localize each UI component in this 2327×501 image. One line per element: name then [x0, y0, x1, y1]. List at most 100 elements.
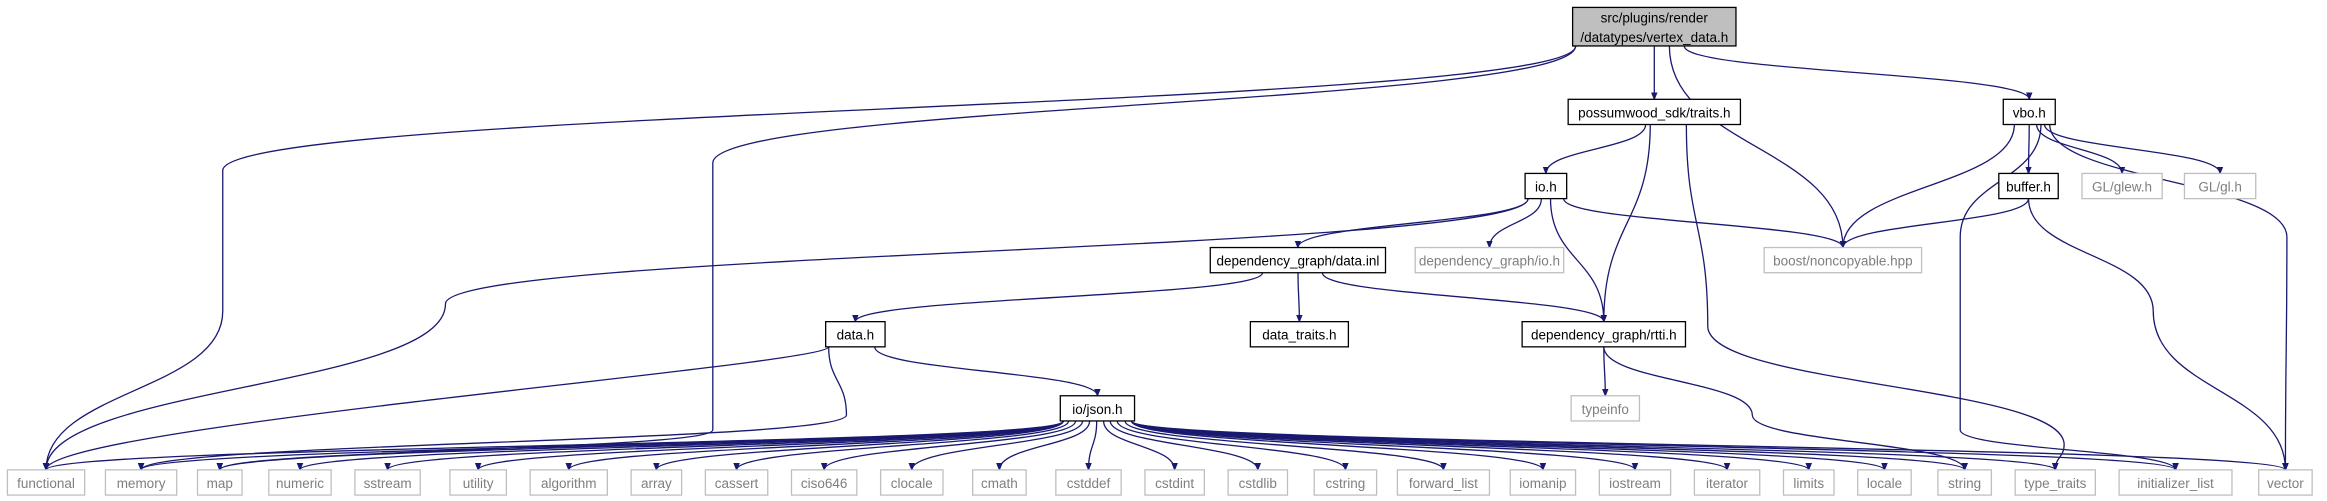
- node-box[interactable]: [1521, 320, 1687, 348]
- node-box: [1055, 469, 1122, 496]
- node-box: [529, 469, 609, 496]
- node-box: [2014, 469, 2096, 496]
- node-dgio: dependency_graph/io.h: [1414, 246, 1565, 274]
- node-label: iomanip: [1519, 476, 1566, 491]
- node-gl: GL/gl.h: [2183, 172, 2257, 200]
- edge-dgdata-to-datah: [855, 272, 1264, 323]
- node-datah[interactable]: data.h: [825, 320, 886, 348]
- node-label: utility: [463, 476, 494, 491]
- node-forward_list: forward_list: [1396, 469, 1491, 496]
- node-iostream: iostream: [1598, 469, 1672, 496]
- node-label: locale: [1867, 476, 1902, 491]
- node-box: [1857, 469, 1912, 496]
- node-rtti[interactable]: dependency_graph/rtti.h: [1521, 320, 1687, 348]
- node-box[interactable]: [1571, 6, 1737, 47]
- node-label: functional: [17, 476, 75, 491]
- edge-vbo-to-initializer_list: [1959, 124, 2175, 470]
- node-box: [1144, 469, 1205, 496]
- edge-json-to-utility: [478, 420, 1064, 471]
- node-label: array: [641, 476, 672, 491]
- edge-vbo-to-vector: [2049, 124, 2287, 470]
- node-glew: GL/glew.h: [2081, 172, 2163, 200]
- node-label: algorithm: [541, 476, 597, 491]
- edge-root-to-functional: [46, 45, 1577, 470]
- edge-vbo-to-buffer: [2029, 124, 2030, 174]
- edge-io-to-functional: [46, 198, 1529, 470]
- node-box: [704, 469, 769, 496]
- node-root[interactable]: src/plugins/render/datatypes/vertex_data…: [1571, 6, 1737, 47]
- node-label: clocale: [891, 476, 933, 491]
- node-buffer[interactable]: buffer.h: [1998, 172, 2059, 200]
- node-label: iterator: [1706, 476, 1749, 491]
- node-ciso646: ciso646: [790, 469, 858, 496]
- edge-json-to-ciso646: [824, 420, 1077, 470]
- node-cstdint: cstdint: [1144, 469, 1205, 496]
- node-box[interactable]: [1059, 395, 1136, 422]
- node-label: cstdint: [1155, 476, 1194, 491]
- edge-datah-to-json: [874, 346, 1098, 396]
- node-label: sstream: [364, 476, 412, 491]
- node-box: [879, 469, 944, 496]
- node-label: cstring: [1326, 476, 1366, 491]
- node-dgdata[interactable]: dependency_graph/data.inl: [1209, 246, 1387, 274]
- node-noncopy: boost/noncopyable.hpp: [1763, 246, 1923, 274]
- node-box[interactable]: [1524, 172, 1568, 200]
- node-typeinfo: typeinfo: [1570, 395, 1641, 422]
- edge-json-to-iomanip: [1130, 420, 1543, 471]
- node-label: GL/glew.h: [2092, 180, 2152, 195]
- node-cstddef: cstddef: [1055, 469, 1122, 496]
- node-box[interactable]: [1209, 246, 1387, 274]
- node-traits[interactable]: possumwood_sdk/traits.h: [1567, 98, 1742, 126]
- node-label: iostream: [1609, 476, 1661, 491]
- edge-json-to-cstdlib: [1109, 420, 1258, 470]
- edge-json-to-cstdint: [1102, 420, 1175, 470]
- node-array: array: [630, 469, 683, 496]
- node-box[interactable]: [1249, 320, 1350, 348]
- node-label: forward_list: [1409, 476, 1478, 491]
- node-vector: vector: [2258, 469, 2313, 496]
- node-json[interactable]: io/json.h: [1059, 395, 1136, 422]
- node-box: [1396, 469, 1491, 496]
- node-box[interactable]: [1998, 172, 2059, 200]
- edge-root-to-noncopy: [1668, 45, 1843, 248]
- node-label: buffer.h: [2006, 180, 2051, 195]
- node-label: dependency_graph/rtti.h: [1531, 328, 1677, 343]
- node-box: [6, 469, 86, 496]
- edge-vbo-to-noncopy: [1843, 124, 2015, 248]
- node-box: [972, 469, 1027, 496]
- node-label: cstddef: [1067, 476, 1111, 491]
- node-box[interactable]: [1567, 98, 1742, 126]
- node-functional: functional: [6, 469, 86, 496]
- node-box[interactable]: [825, 320, 886, 348]
- edge-json-to-forward_list: [1124, 420, 1443, 470]
- node-iterator: iterator: [1693, 469, 1761, 496]
- node-box: [1782, 469, 1835, 496]
- node-label: string: [1948, 476, 1981, 491]
- node-type_traits: type_traits: [2014, 469, 2096, 496]
- node-dtraits[interactable]: data_traits.h: [1249, 320, 1350, 348]
- node-label: cstdlib: [1239, 476, 1277, 491]
- edge-traits-to-rtti: [1604, 124, 1651, 322]
- edge-json-to-type_traits: [1130, 420, 2056, 471]
- edge-json-to-cstring: [1116, 420, 1345, 470]
- node-box: [630, 469, 683, 496]
- edge-json-to-array: [656, 420, 1064, 471]
- node-limits: limits: [1782, 469, 1835, 496]
- node-io[interactable]: io.h: [1524, 172, 1568, 200]
- node-box: [790, 469, 858, 496]
- node-box: [2258, 469, 2313, 496]
- node-box: [354, 469, 421, 496]
- edge-json-to-string: [1130, 420, 1965, 471]
- node-box: [104, 469, 178, 496]
- node-box: [1313, 469, 1378, 496]
- node-box[interactable]: [2002, 98, 2056, 126]
- node-box: [1763, 246, 1923, 274]
- node-vbo[interactable]: vbo.h: [2002, 98, 2056, 126]
- node-memory: memory: [104, 469, 178, 496]
- node-label: data_traits.h: [1262, 328, 1336, 343]
- edge-rtti-to-string: [1603, 346, 1965, 470]
- edge-rtti-to-typeinfo: [1604, 346, 1605, 396]
- node-box: [1227, 469, 1289, 496]
- edge-json-to-sstream: [388, 420, 1064, 471]
